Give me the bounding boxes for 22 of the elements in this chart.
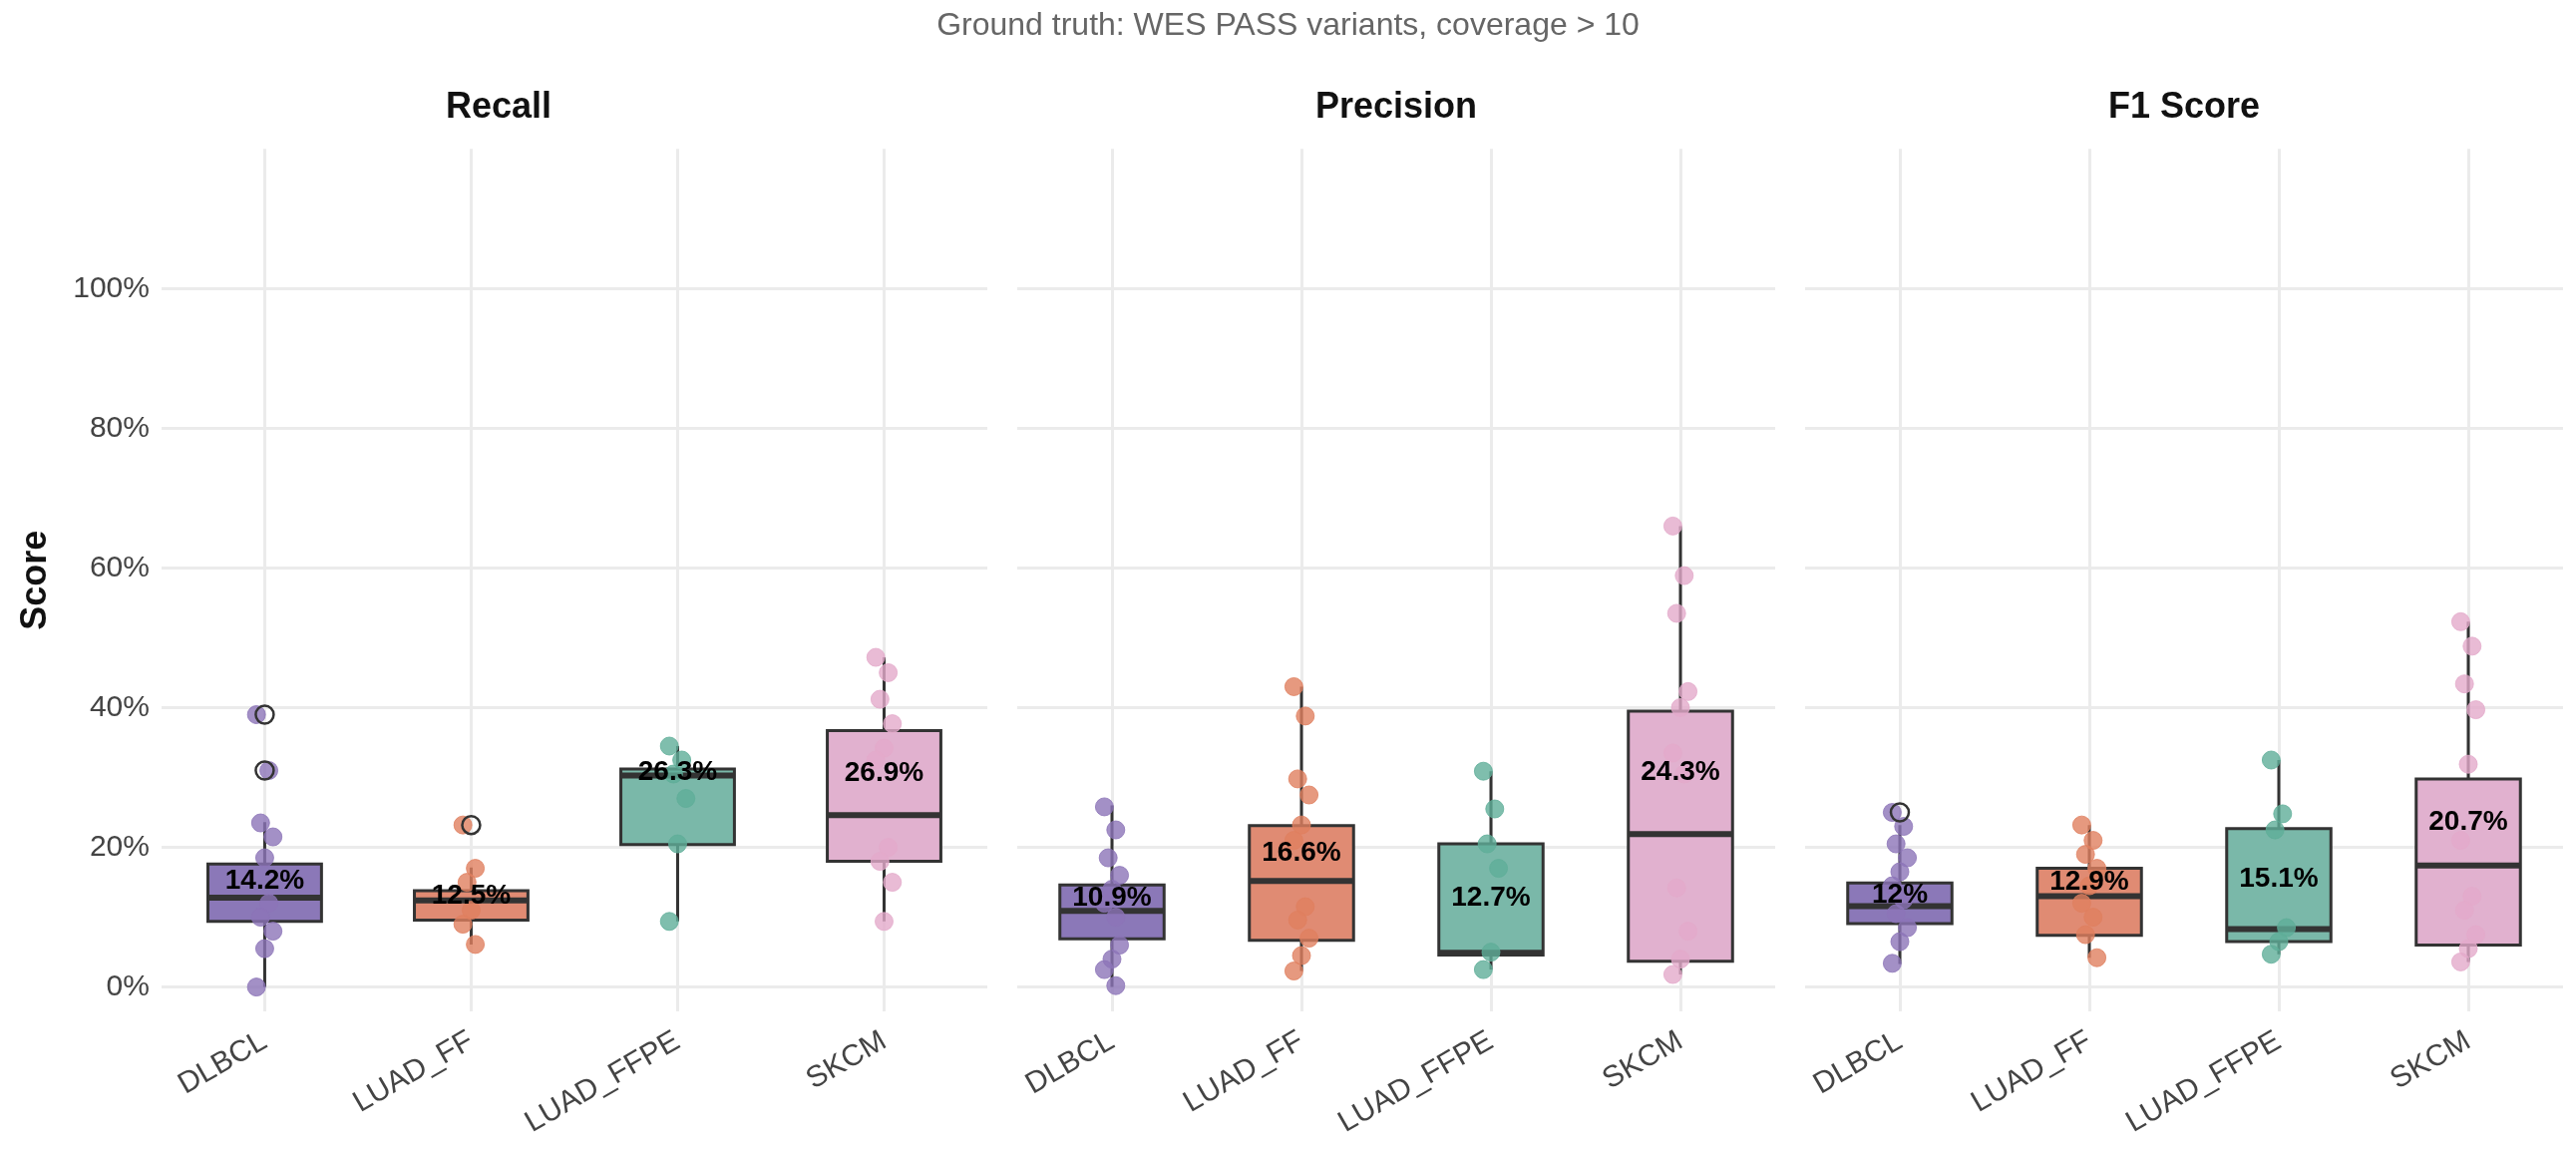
y-tick-label: 40% (89, 688, 150, 722)
y-tick-label: 80% (89, 409, 150, 443)
annotation: 20.7% (2428, 805, 2508, 837)
text: Ground truth: WES PASS variants, coverage > 10 (935, 5, 1641, 44)
y-tick-label: 60% (89, 549, 150, 582)
chart-title: F1 Score (2107, 84, 2261, 126)
chart-title: Precision (1314, 84, 1478, 126)
y-tick-label: 20% (89, 828, 150, 862)
annotation: 15.1% (2239, 861, 2319, 893)
y-tick-label: 0% (106, 967, 150, 1001)
chart-title: Recall (445, 84, 552, 126)
annotation: 14.2% (224, 863, 305, 895)
y-axis-title: Score (12, 530, 54, 630)
annotation: 12.7% (1451, 881, 1531, 913)
annotation: 26.3% (637, 754, 718, 786)
annotation: 24.3% (1641, 755, 1720, 787)
annotation: 26.9% (844, 755, 924, 787)
annotation: 10.9% (1072, 881, 1152, 913)
annotation: 12.9% (2049, 865, 2129, 897)
annotation: 16.6% (1262, 836, 1341, 868)
y-tick-label: 100% (73, 269, 150, 303)
annotation: 12% (1871, 877, 1929, 909)
